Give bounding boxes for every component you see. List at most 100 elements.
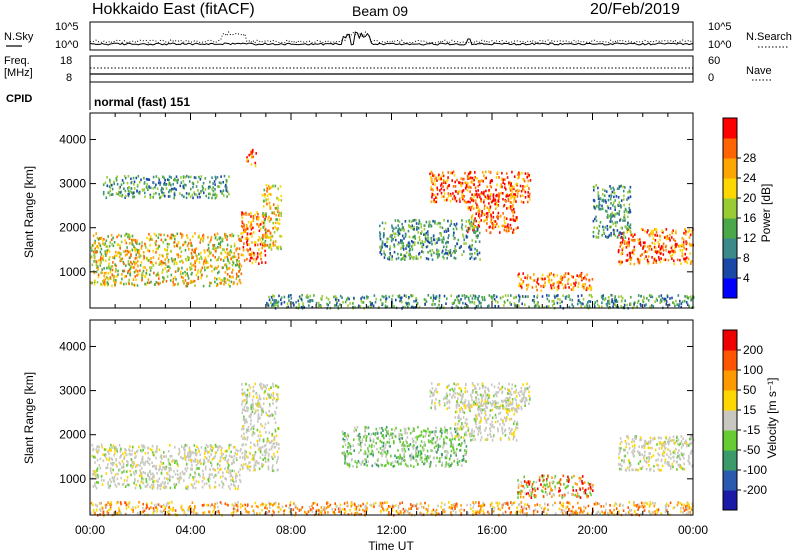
data-cell: [124, 249, 127, 253]
data-cell: [94, 241, 96, 245]
data-cell: [246, 409, 249, 412]
data-cell: [573, 282, 575, 285]
data-cell: [194, 472, 197, 476]
data-cell: [253, 252, 255, 255]
data-cell: [513, 175, 516, 178]
data-cell: [688, 228, 691, 232]
data-cell: [556, 281, 559, 284]
data-cell: [221, 190, 223, 194]
data-cell: [214, 451, 217, 455]
data-cell: [146, 483, 149, 486]
data-cell: [585, 288, 588, 291]
data-cell: [616, 235, 619, 239]
data-cell: [661, 297, 664, 300]
data-cell: [445, 302, 447, 305]
data-cell: [265, 411, 267, 415]
data-cell: [226, 235, 229, 238]
data-cell: [486, 206, 489, 209]
data-cell: [278, 443, 280, 446]
data-cell: [615, 224, 617, 227]
data-cell: [158, 245, 161, 248]
data-cell: [597, 197, 600, 200]
data-cell: [116, 254, 118, 257]
data-cell: [465, 418, 468, 421]
data-cell: [459, 425, 462, 429]
data-cell: [162, 193, 164, 197]
data-cell: [103, 281, 106, 285]
data-cell: [127, 463, 129, 466]
data-cell: [102, 459, 105, 462]
data-cell: [454, 392, 456, 395]
data-cell: [610, 300, 613, 304]
data-cell: [166, 275, 169, 278]
data-cell: [459, 408, 461, 411]
data-cell: [130, 191, 133, 194]
data-cell: [163, 248, 166, 251]
data-cell: [391, 226, 394, 229]
data-cell: [211, 265, 213, 268]
data-cell: [220, 251, 223, 255]
data-cell: [514, 219, 517, 222]
data-cell: [265, 448, 268, 451]
data-cell: [115, 463, 117, 466]
data-cell: [434, 242, 437, 245]
data-cell: [241, 235, 244, 239]
data-cell: [259, 405, 262, 408]
data-cell: [226, 190, 229, 194]
data-cell: [127, 187, 129, 190]
data-cell: [227, 466, 229, 470]
data-cell: [135, 253, 137, 257]
data-cell: [149, 235, 152, 239]
data-cell: [202, 234, 204, 238]
data-cell: [198, 467, 200, 470]
data-cell: [604, 235, 607, 238]
data-cell: [115, 192, 118, 195]
data-cell: [405, 294, 407, 298]
data-cell: [457, 190, 460, 194]
data-cell: [117, 192, 119, 196]
colorbar-swatch: [723, 158, 737, 179]
data-cell: [379, 235, 381, 238]
data-cell: [224, 236, 227, 239]
data-cell: [505, 404, 508, 408]
data-cell: [619, 245, 621, 248]
data-cell: [174, 270, 177, 273]
data-cell: [227, 253, 230, 256]
data-cell: [475, 391, 477, 394]
data-cell: [509, 418, 511, 421]
data-cell: [259, 223, 262, 226]
data-cell: [480, 197, 482, 201]
data-cell: [135, 455, 137, 458]
data-cell: [149, 243, 151, 247]
data-cell: [465, 229, 468, 233]
data-cell: [523, 179, 526, 183]
data-cell: [401, 227, 404, 230]
data-cell: [273, 469, 275, 473]
data-cell: [611, 294, 614, 297]
data-cell: [292, 301, 294, 305]
data-cell: [599, 197, 602, 200]
data-cell: [275, 461, 278, 464]
data-cell: [500, 183, 503, 186]
data-cell: [128, 282, 130, 286]
data-cell: [241, 221, 244, 225]
data-cell: [262, 410, 264, 414]
data-cell: [111, 458, 114, 461]
data-cell: [207, 254, 210, 258]
data-cell: [160, 189, 163, 192]
data-cell: [286, 302, 289, 305]
data-cell: [490, 214, 492, 217]
data-cell: [660, 251, 662, 255]
data-cell: [629, 195, 632, 198]
data-cell: [114, 270, 117, 273]
data-cell: [556, 285, 559, 289]
data-cell: [248, 429, 250, 432]
data-cell: [482, 192, 485, 196]
data-cell: [509, 218, 512, 221]
data-cell: [561, 276, 564, 280]
data-cell: [583, 287, 585, 290]
data-cell: [427, 237, 430, 241]
data-cell: [182, 457, 185, 460]
data-cell: [99, 258, 102, 262]
data-cell: [522, 178, 524, 181]
